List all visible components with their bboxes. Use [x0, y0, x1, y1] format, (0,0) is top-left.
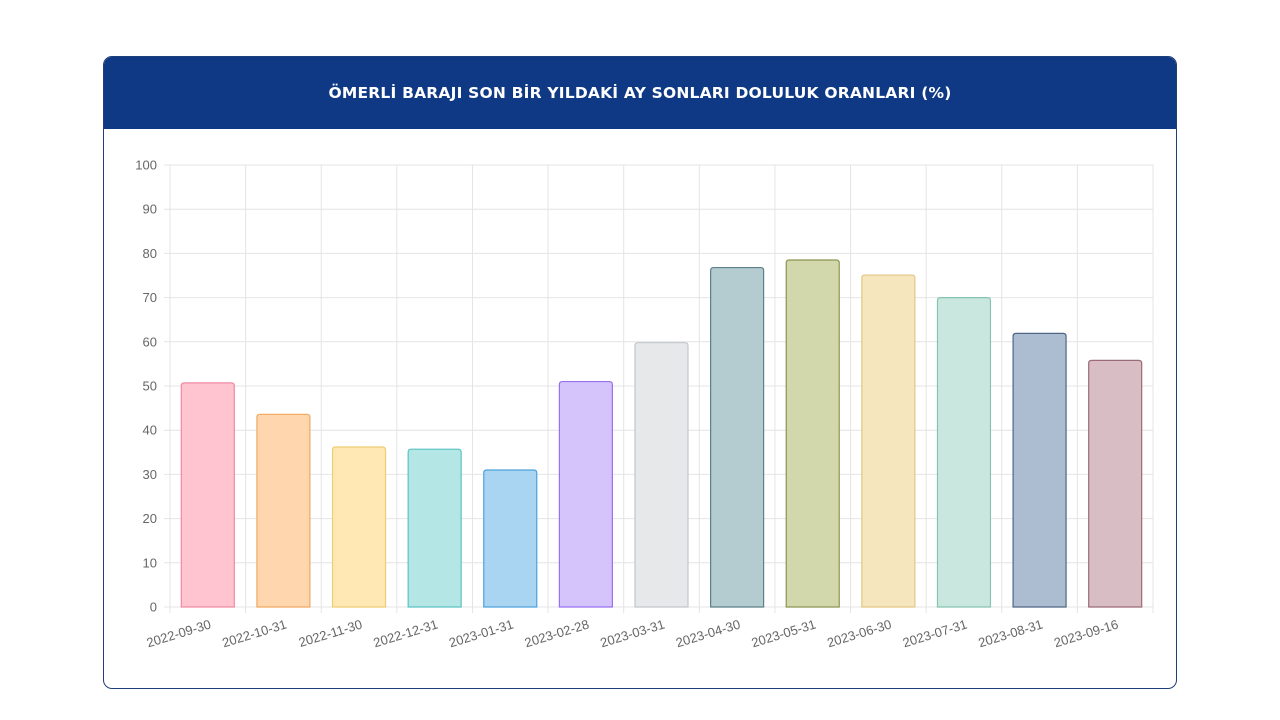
bar	[936, 297, 992, 608]
bar	[1088, 359, 1143, 608]
y-tick-label: 40	[143, 423, 157, 438]
x-tick-label: 2023-04-30	[674, 617, 742, 651]
y-tick-label: 0	[150, 600, 157, 615]
x-tick-label: 2023-09-16	[1052, 617, 1120, 651]
chart-header: ÖMERLİ BARAJI SON BİR YILDAKİ AY SONLARI…	[104, 57, 1176, 129]
x-tick-label: 2022-09-30	[145, 617, 213, 651]
bar	[331, 446, 387, 608]
y-tick-label: 60	[143, 334, 157, 349]
x-tick-label: 2023-03-31	[598, 617, 666, 651]
y-tick-label: 50	[143, 379, 157, 394]
x-tick-label: 2022-11-30	[297, 617, 364, 651]
x-tick-label: 2022-12-31	[372, 617, 440, 651]
y-tick-label: 10	[143, 555, 157, 570]
bar	[634, 342, 689, 608]
bar	[710, 266, 765, 608]
y-tick-label: 70	[143, 290, 157, 305]
bar	[483, 469, 538, 608]
y-tick-label: 20	[143, 511, 157, 526]
bar	[1012, 332, 1067, 608]
bar	[558, 380, 613, 608]
x-tick-label: 2023-05-31	[750, 617, 818, 651]
y-axis-ticks: 0 10 20 30 40 50 60 70 80 90 100	[135, 158, 157, 615]
bar	[861, 274, 916, 608]
bar	[407, 448, 462, 608]
bars	[180, 259, 1143, 608]
y-tick-label: 30	[143, 467, 157, 482]
bar	[256, 413, 311, 608]
y-tick-label: 90	[143, 202, 157, 217]
x-tick-label: 2022-10-31	[220, 617, 288, 651]
bar	[180, 382, 235, 608]
x-axis-ticks: 2022-09-30 2022-10-31 2022-11-30 2022-12-31…	[145, 617, 1120, 651]
chart-title: ÖMERLİ BARAJI SON BİR YILDAKİ AY SONLARI…	[328, 84, 952, 102]
x-tick-label: 2023-07-31	[901, 617, 969, 651]
y-tick-label: 80	[143, 246, 157, 261]
x-tick-label: 2023-02-28	[523, 617, 591, 651]
bar	[785, 259, 840, 608]
x-tick-label: 2023-08-31	[976, 617, 1044, 651]
x-tick-label: 2023-06-30	[825, 617, 893, 651]
x-tick-label: 2023-01-31	[447, 617, 515, 651]
y-tick-label: 100	[135, 158, 157, 173]
